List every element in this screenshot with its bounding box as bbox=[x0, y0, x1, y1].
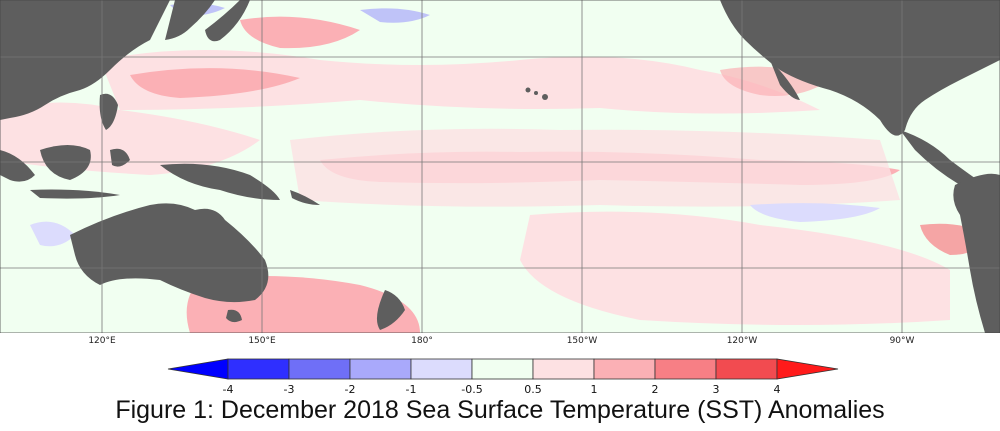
land-hawaii-3 bbox=[542, 94, 548, 100]
colorbar-min-arrow bbox=[167, 358, 229, 380]
equatorial-pale-band bbox=[290, 128, 900, 207]
colorbar-max-arrow bbox=[776, 358, 839, 380]
colorbar-tick-label: -2 bbox=[344, 383, 356, 396]
sst-anomaly-map bbox=[0, 0, 1000, 333]
north-cool-1 bbox=[360, 8, 430, 23]
land-north-america bbox=[720, 0, 1000, 136]
sst-colorbar bbox=[167, 358, 839, 380]
west-indian-cool bbox=[30, 221, 75, 247]
land-new-zealand bbox=[376, 290, 405, 330]
colorbar-bin bbox=[715, 358, 778, 380]
land-hawaii-2 bbox=[534, 91, 538, 95]
colorbar-tick-label: 4 bbox=[773, 383, 781, 396]
landmasses bbox=[0, 0, 1000, 333]
colorbar-bin bbox=[654, 358, 717, 380]
colorbar-tick-label: -3 bbox=[283, 383, 295, 396]
figure-caption: Figure 1: December 2018 Sea Surface Temp… bbox=[115, 396, 885, 424]
land-solomons bbox=[290, 190, 320, 205]
kuroshio-warm bbox=[240, 16, 360, 49]
colorbar-tick-label: -0.5 bbox=[461, 383, 483, 396]
colorbar-bin bbox=[593, 358, 656, 380]
lon-label-120w: 120°W bbox=[726, 336, 758, 346]
north-pacific-warm bbox=[100, 50, 820, 114]
colorbar-bin bbox=[471, 358, 534, 380]
colorbar-bin bbox=[349, 358, 412, 380]
land-tasmania bbox=[226, 309, 242, 323]
north-pacific-warm-core bbox=[130, 68, 300, 98]
colorbar-tick-label: -1 bbox=[405, 383, 417, 396]
land-central-america bbox=[900, 130, 985, 190]
colorbar-bin bbox=[288, 358, 351, 380]
colorbar-tick-label: -4 bbox=[222, 383, 234, 396]
warm-anomaly-patches bbox=[0, 16, 990, 333]
land-korea-japan bbox=[165, 0, 215, 40]
land-new-guinea bbox=[160, 163, 280, 200]
land-baja bbox=[770, 60, 800, 100]
lon-label-180: 180° bbox=[411, 336, 433, 346]
colorbar-tick-label: 1 bbox=[590, 383, 598, 396]
land-java bbox=[30, 189, 120, 199]
colorbar-tick-label: 2 bbox=[651, 383, 659, 396]
land-sumatra bbox=[0, 150, 35, 182]
colorbar-tick-label: 3 bbox=[712, 383, 720, 396]
lon-label-150w: 150°W bbox=[566, 336, 598, 346]
land-japan bbox=[205, 0, 250, 42]
colorbar-bin bbox=[227, 358, 290, 380]
land-australia bbox=[70, 203, 269, 303]
colorbar-bin bbox=[532, 358, 595, 380]
lon-label-150e: 150°E bbox=[248, 336, 276, 346]
land-asia bbox=[0, 0, 170, 120]
land-borneo bbox=[40, 145, 91, 180]
graticule bbox=[0, 0, 1000, 333]
land-south-america bbox=[953, 173, 1000, 333]
land-hawaii-1 bbox=[525, 87, 531, 93]
lon-label-90w: 90°W bbox=[889, 336, 915, 346]
colorbar-tick-label: 0.5 bbox=[524, 383, 542, 396]
east-tropical-cool bbox=[750, 203, 880, 222]
land-philippines bbox=[99, 93, 118, 130]
colorbar-bin bbox=[410, 358, 473, 380]
lon-label-120e: 120°E bbox=[88, 336, 116, 346]
